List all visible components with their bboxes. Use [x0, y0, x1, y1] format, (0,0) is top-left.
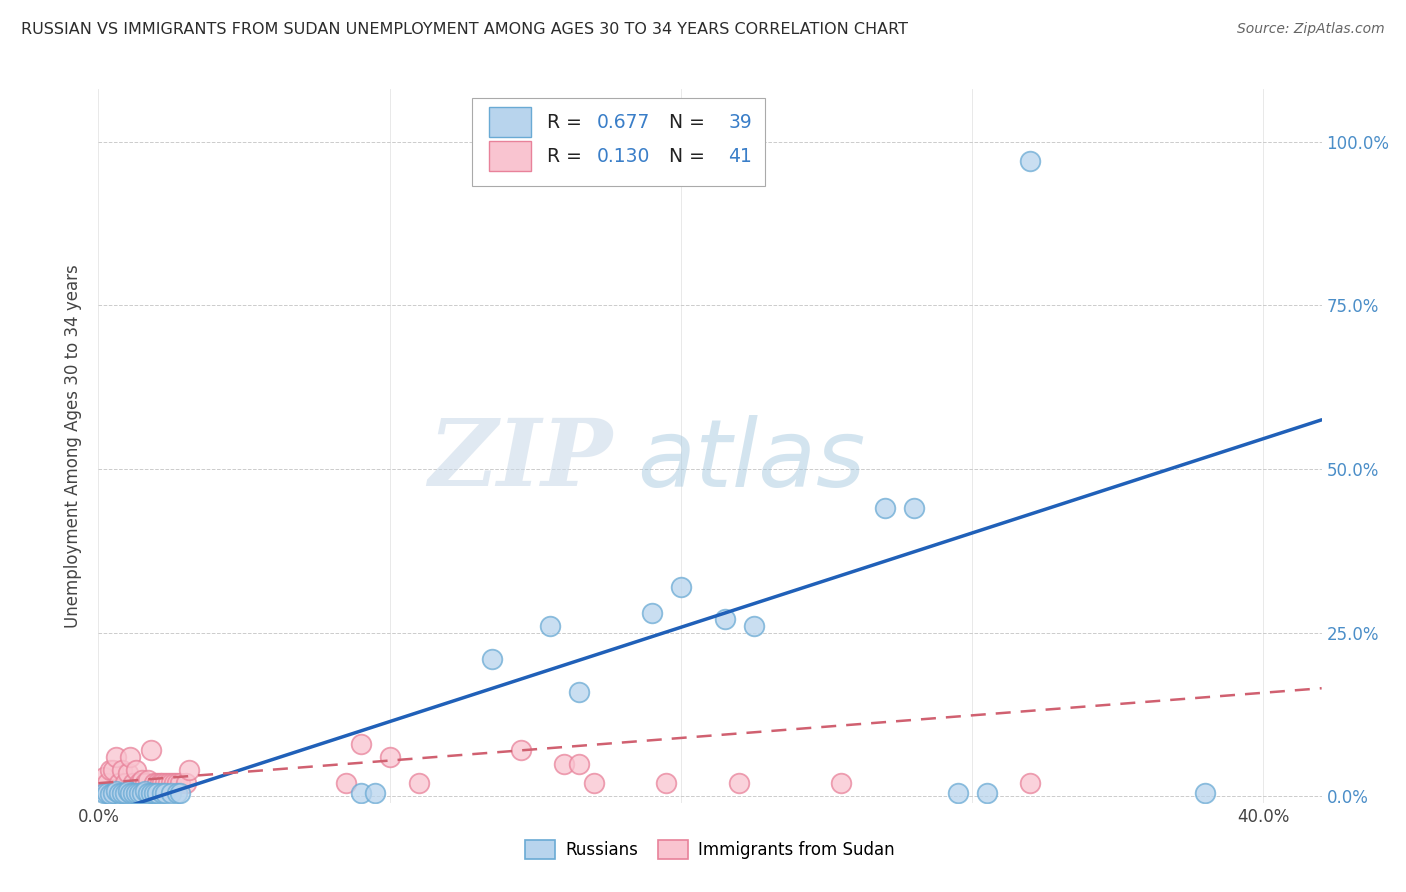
Point	[174, 776, 197, 790]
Point	[655, 776, 678, 790]
Point	[128, 776, 150, 790]
Point	[128, 786, 150, 800]
Point	[568, 756, 591, 771]
Text: R =: R =	[547, 147, 588, 166]
Point	[830, 776, 852, 790]
Point	[114, 786, 136, 800]
Point	[98, 763, 121, 777]
Point	[1194, 786, 1216, 800]
Point	[669, 580, 692, 594]
Point	[104, 750, 127, 764]
Point	[166, 776, 188, 790]
Point	[117, 784, 139, 798]
Point	[93, 770, 115, 784]
Point	[134, 776, 156, 790]
Point	[145, 776, 167, 790]
Point	[111, 786, 134, 800]
Point	[152, 786, 174, 800]
Point	[93, 786, 115, 800]
Point	[145, 786, 167, 800]
Point	[177, 763, 200, 777]
Point	[98, 787, 121, 801]
Point	[378, 750, 401, 764]
Point	[160, 776, 183, 790]
Point	[349, 737, 371, 751]
Point	[641, 606, 664, 620]
Point	[160, 786, 183, 800]
Point	[157, 776, 180, 790]
Text: 0.677: 0.677	[596, 112, 650, 131]
Point	[364, 786, 387, 800]
Point	[131, 786, 153, 800]
Point	[111, 763, 134, 777]
Point	[155, 786, 177, 800]
Point	[134, 784, 156, 798]
Text: N =: N =	[658, 147, 711, 166]
Point	[169, 786, 191, 800]
Point	[136, 786, 159, 800]
Text: 41: 41	[728, 147, 752, 166]
Point	[166, 786, 188, 800]
Point	[101, 763, 124, 777]
Point	[122, 786, 145, 800]
Text: R =: R =	[547, 112, 588, 131]
Point	[873, 501, 896, 516]
Point	[163, 776, 186, 790]
Point	[553, 756, 575, 771]
Point	[152, 776, 174, 790]
Legend: Russians, Immigrants from Sudan: Russians, Immigrants from Sudan	[519, 833, 901, 866]
Text: atlas: atlas	[637, 415, 865, 506]
Point	[582, 776, 605, 790]
Point	[946, 786, 969, 800]
Point	[1019, 154, 1042, 169]
Point	[108, 776, 131, 790]
Point	[568, 684, 591, 698]
Bar	[489, 141, 531, 171]
Point	[349, 786, 371, 800]
Point	[139, 786, 162, 800]
Point	[742, 619, 765, 633]
Y-axis label: Unemployment Among Ages 30 to 34 years: Unemployment Among Ages 30 to 34 years	[65, 264, 83, 628]
Point	[120, 786, 142, 800]
Text: N =: N =	[658, 112, 711, 131]
Text: 39: 39	[728, 112, 752, 131]
Point	[142, 786, 165, 800]
Point	[117, 766, 139, 780]
Point	[114, 776, 136, 790]
Point	[976, 786, 998, 800]
Point	[101, 786, 124, 800]
Point	[408, 776, 430, 790]
Point	[104, 784, 127, 798]
Text: Source: ZipAtlas.com: Source: ZipAtlas.com	[1237, 22, 1385, 37]
Point	[122, 776, 145, 790]
Point	[481, 652, 503, 666]
Point	[509, 743, 531, 757]
Point	[96, 776, 118, 790]
Point	[142, 776, 165, 790]
Point	[538, 619, 561, 633]
Text: RUSSIAN VS IMMIGRANTS FROM SUDAN UNEMPLOYMENT AMONG AGES 30 TO 34 YEARS CORRELAT: RUSSIAN VS IMMIGRANTS FROM SUDAN UNEMPLO…	[21, 22, 908, 37]
Point	[169, 776, 191, 790]
Point	[728, 776, 751, 790]
Bar	[489, 107, 531, 137]
Point	[335, 776, 357, 790]
Text: ZIP: ZIP	[427, 416, 612, 505]
Point	[1019, 776, 1042, 790]
Point	[149, 776, 172, 790]
Point	[903, 501, 925, 516]
Text: 0.130: 0.130	[596, 147, 650, 166]
Point	[125, 763, 148, 777]
Point	[713, 612, 735, 626]
Point	[155, 776, 177, 790]
Point	[96, 786, 118, 800]
FancyBboxPatch shape	[471, 98, 765, 186]
Point	[125, 786, 148, 800]
Point	[108, 786, 131, 800]
Point	[131, 772, 153, 787]
Point	[120, 750, 142, 764]
Point	[136, 772, 159, 787]
Point	[139, 743, 162, 757]
